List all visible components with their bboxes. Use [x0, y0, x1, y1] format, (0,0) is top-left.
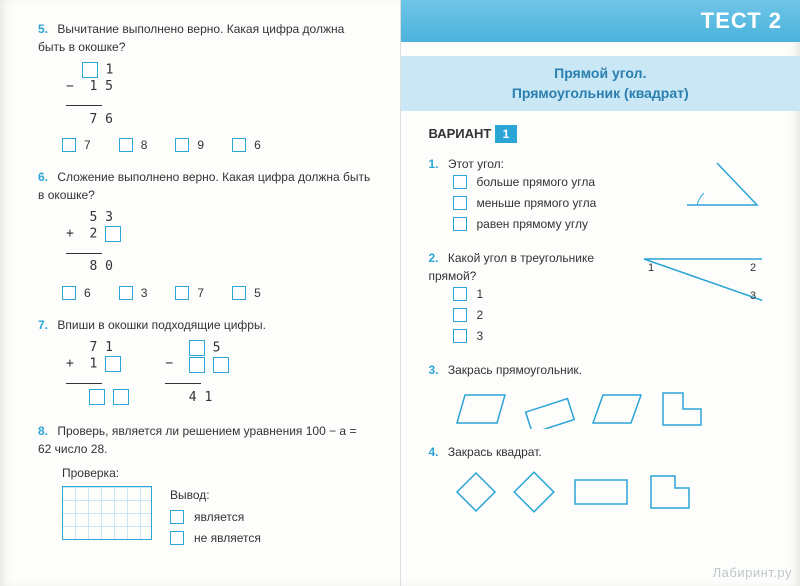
r1-number: 1.	[429, 157, 439, 171]
r1-opt-2[interactable]: меньше прямого угла	[453, 194, 675, 212]
shape-rhombus[interactable]	[453, 469, 499, 515]
question-5: 5. Вычитание выполнено верно. Какая цифр…	[38, 20, 372, 154]
question-8: 8. Проверь, является ли решением уравнен…	[38, 422, 372, 547]
q6-opt-3[interactable]: 7	[175, 284, 204, 302]
r4-text: Закрась квадрат.	[448, 445, 542, 459]
variant-number: 1	[495, 125, 517, 143]
right-page: ТЕСТ 2 Прямой угол. Прямоугольник (квадр…	[400, 0, 800, 586]
r3-text: Закрась прямоугольник.	[448, 363, 582, 377]
q6-options: 6 3 7 5	[62, 284, 372, 302]
r4-number: 4.	[429, 445, 439, 459]
shape-trapezoid[interactable]	[453, 389, 509, 429]
q5-calc: 1 − 1 5 7 6	[66, 62, 372, 128]
question-6: 6. Сложение выполнено верно. Какая цифра…	[38, 168, 372, 302]
q8-text: Проверь, является ли решением уравнения …	[38, 424, 356, 456]
digit-box[interactable]	[189, 357, 205, 373]
triangle-figure: 1 2 3	[634, 249, 762, 309]
shape-l[interactable]	[657, 387, 707, 431]
digit-box[interactable]	[82, 62, 98, 78]
q5-opt-1[interactable]: 7	[62, 136, 91, 154]
digit-box[interactable]	[213, 357, 229, 373]
r2-opt-2[interactable]: 2	[453, 306, 627, 324]
q6-number: 6.	[38, 170, 48, 184]
q6-calc: 5 3 + 2 8 0	[66, 210, 372, 276]
svg-text:2: 2	[750, 262, 756, 274]
q5-text: Вычитание выполнено верно. Какая цифра д…	[38, 22, 344, 54]
q8-opt-1[interactable]: является	[170, 508, 261, 526]
question-r4: 4. Закрась квадрат.	[429, 443, 763, 515]
q5-number: 5.	[38, 22, 48, 36]
q8-check-label: Проверка:	[62, 464, 372, 482]
shape-rect2[interactable]	[569, 472, 633, 512]
r1-opt-1[interactable]: больше прямого угла	[453, 173, 675, 191]
digit-box[interactable]	[113, 389, 129, 405]
work-grid[interactable]	[62, 486, 152, 540]
question-r3: 3. Закрась прямоугольник.	[429, 361, 763, 431]
r2-opt-1[interactable]: 1	[453, 285, 627, 303]
q6-text: Сложение выполнено верно. Какая цифра до…	[38, 170, 370, 202]
svg-text:3: 3	[750, 290, 756, 302]
left-page: 5. Вычитание выполнено верно. Какая цифр…	[0, 0, 400, 586]
svg-text:1: 1	[648, 262, 654, 274]
r1-text: Этот угол:	[448, 157, 504, 171]
q8-number: 8.	[38, 424, 48, 438]
digit-box[interactable]	[189, 340, 205, 356]
shape-rectangle[interactable]	[521, 389, 577, 429]
r4-shapes	[453, 469, 763, 515]
shape-parallelogram[interactable]	[589, 389, 645, 429]
q5-opt-4[interactable]: 6	[232, 136, 261, 154]
q6-opt-2[interactable]: 3	[119, 284, 148, 302]
question-r2: 2. Какой угол в треугольнике прямой? 1 2…	[429, 249, 763, 351]
shape-l2[interactable]	[645, 470, 695, 514]
r2-text: Какой угол в треугольнике прямой?	[429, 251, 595, 283]
r3-shapes	[453, 387, 763, 431]
angle-figure	[682, 155, 762, 213]
shape-square-rot[interactable]	[511, 469, 557, 515]
q6-opt-1[interactable]: 6	[62, 284, 91, 302]
r1-options: больше прямого угла меньше прямого угла …	[453, 173, 675, 233]
r3-number: 3.	[429, 363, 439, 377]
q7-text: Впиши в окошки подходящие цифры.	[57, 318, 266, 332]
r2-opt-3[interactable]: 3	[453, 327, 627, 345]
q5-options: 7 8 9 6	[62, 136, 372, 154]
test-header: ТЕСТ 2	[401, 0, 800, 42]
question-r1: 1. Этот угол: больше прямого угла меньше…	[429, 155, 763, 239]
topic-header: Прямой угол. Прямоугольник (квадрат)	[401, 56, 800, 111]
digit-box[interactable]	[89, 389, 105, 405]
digit-box[interactable]	[105, 226, 121, 242]
q8-output: Вывод: является не является	[170, 486, 261, 547]
q7-number: 7.	[38, 318, 48, 332]
watermark: Лабиринт.ру	[713, 565, 792, 580]
q5-opt-3[interactable]: 9	[175, 136, 204, 154]
r2-number: 2.	[429, 251, 439, 265]
q8-opt-2[interactable]: не является	[170, 529, 261, 547]
digit-box[interactable]	[105, 356, 121, 372]
r2-options: 1 2 3	[453, 285, 627, 345]
question-7: 7. Впиши в окошки подходящие цифры. 7 1 …	[38, 316, 372, 412]
variant-label: ВАРИАНТ 1	[429, 125, 763, 143]
output-label: Вывод:	[170, 486, 261, 504]
q5-opt-2[interactable]: 8	[119, 136, 148, 154]
r1-opt-3[interactable]: равен прямому углу	[453, 215, 675, 233]
q6-opt-4[interactable]: 5	[232, 284, 261, 302]
q7-calcs: 7 1 + 1 5 − 4 1	[66, 334, 372, 412]
